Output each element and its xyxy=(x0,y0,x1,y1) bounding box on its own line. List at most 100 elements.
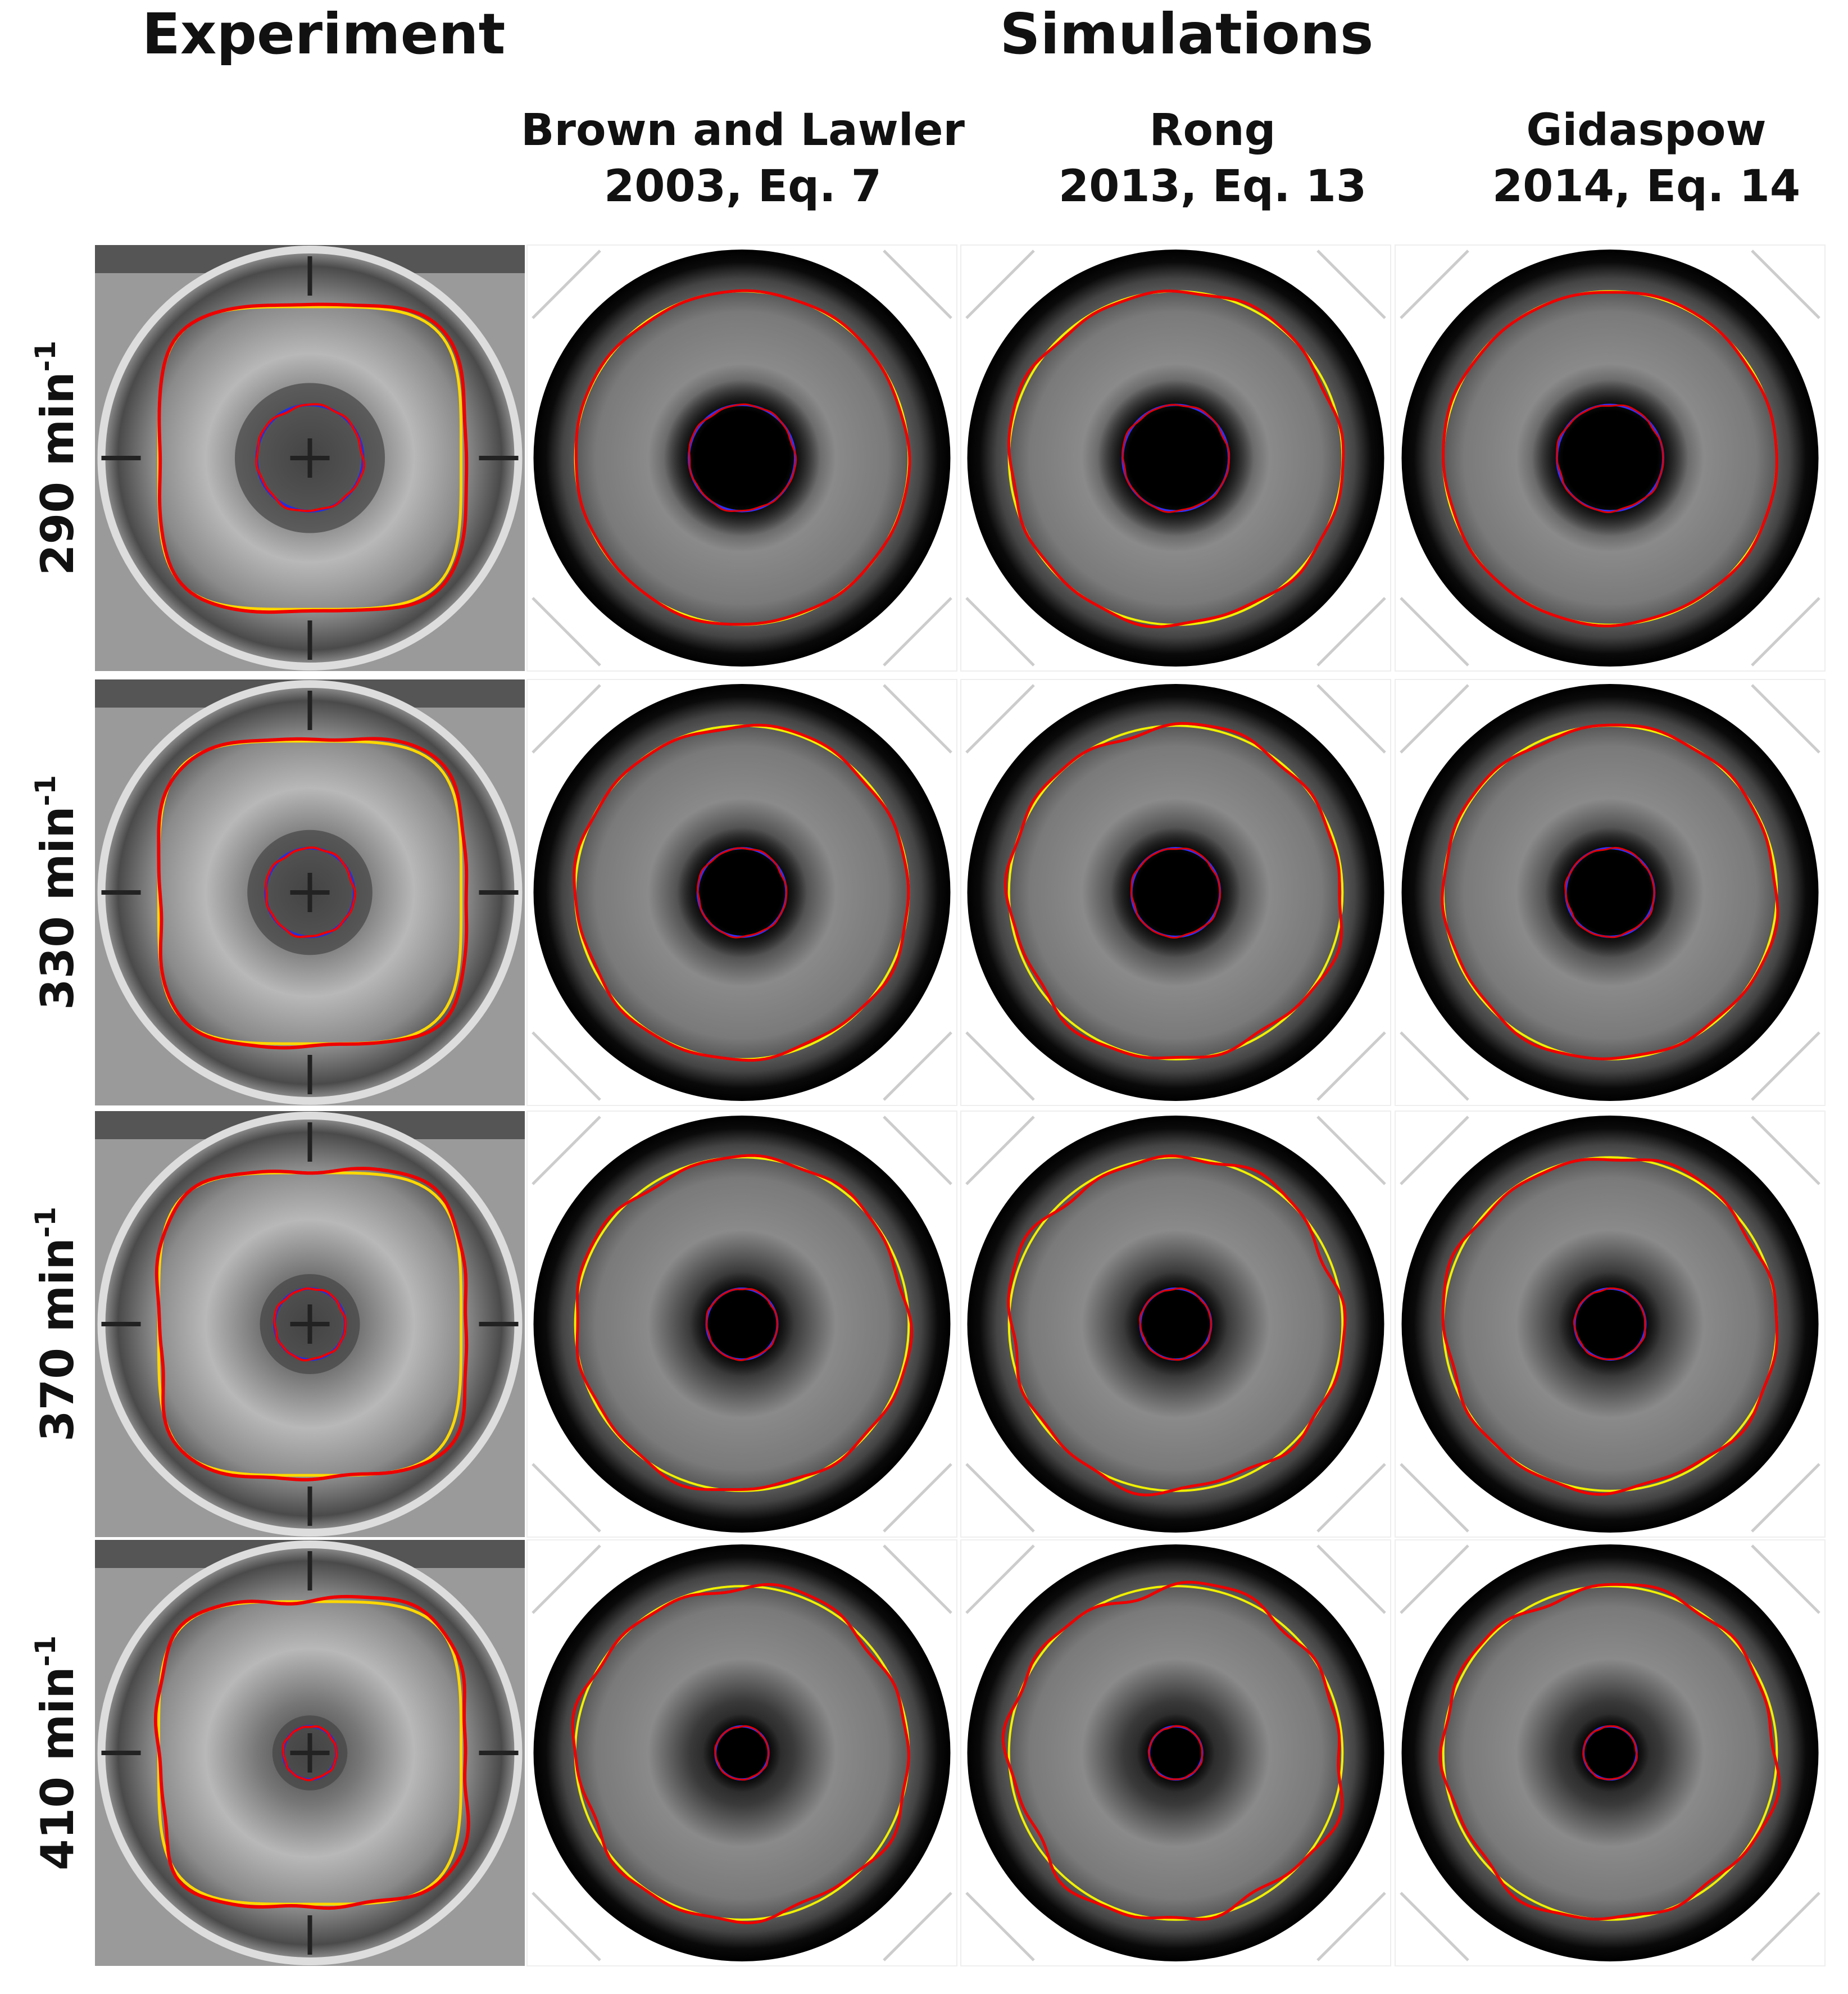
image-panel xyxy=(1395,1111,1826,1538)
red-contour xyxy=(1004,722,1343,1060)
row-label-superscript: -1 xyxy=(29,1207,62,1238)
corner-line xyxy=(965,1544,1035,1614)
red-contour xyxy=(153,1594,470,1910)
red-contour xyxy=(1441,723,1779,1061)
corner-line xyxy=(532,1892,601,1961)
image-panel xyxy=(960,1111,1391,1538)
red-inner-contour xyxy=(714,1725,770,1781)
image-panel xyxy=(95,1111,525,1537)
corner-line xyxy=(1751,1463,1820,1533)
corner-line xyxy=(1751,1892,1820,1961)
vessel-core xyxy=(1532,379,1688,537)
column-heading-line1: Rong xyxy=(1149,105,1275,156)
red-contour xyxy=(1007,1154,1347,1497)
corner-line xyxy=(1316,1463,1386,1533)
red-contour xyxy=(574,289,911,626)
red-contour xyxy=(157,737,469,1050)
corner-line xyxy=(883,1892,952,1961)
vessel-core xyxy=(1110,827,1241,958)
corner-line xyxy=(532,684,601,754)
corner-line xyxy=(883,1463,952,1533)
corner-line xyxy=(883,250,952,319)
red-inner-contour xyxy=(705,1288,779,1361)
corner-line xyxy=(1400,684,1469,754)
corner-line xyxy=(1400,597,1469,667)
vessel-core xyxy=(1558,1272,1663,1376)
row-label: 290 min-1 xyxy=(29,341,84,575)
corner-line xyxy=(965,1463,1035,1533)
corner-line xyxy=(1751,1031,1820,1101)
corner-line xyxy=(1400,1892,1469,1961)
corner-line xyxy=(883,1116,952,1185)
red-contour xyxy=(571,1583,910,1925)
corner-line xyxy=(1316,1116,1386,1185)
row-label-text: 410 min xyxy=(31,1666,84,1870)
red-inner-contour xyxy=(1556,404,1664,514)
corner-line xyxy=(1400,1463,1469,1533)
corner-line xyxy=(532,597,601,667)
column-heading-line1: Gidaspow xyxy=(1526,105,1766,156)
corner-line xyxy=(532,1544,601,1614)
red-contour xyxy=(575,1154,914,1491)
red-contour xyxy=(157,302,469,614)
red-inner-contour xyxy=(1573,1287,1646,1361)
corner-line xyxy=(965,1116,1035,1185)
row-label-superscript: -1 xyxy=(29,341,62,372)
corner-line xyxy=(965,1031,1035,1101)
row-label: 410 min-1 xyxy=(29,1635,84,1870)
simulations-heading: Simulations xyxy=(1000,1,1374,67)
image-panel xyxy=(960,679,1391,1106)
red-contour xyxy=(573,723,910,1062)
image-panel xyxy=(1395,244,1826,672)
column-heading-line2: 2013, Eq. 13 xyxy=(1059,161,1366,212)
corner-line xyxy=(1751,1116,1820,1185)
column-heading-line1: Brown and Lawler xyxy=(521,105,965,156)
corner-line xyxy=(1316,1544,1386,1614)
image-panel xyxy=(526,679,957,1106)
corner-line xyxy=(883,1031,952,1101)
red-inner-contour xyxy=(255,403,366,513)
yellow-contour xyxy=(1442,1585,1778,1921)
image-panel xyxy=(526,1111,957,1538)
image-panel xyxy=(960,244,1391,672)
red-inner-contour xyxy=(1121,404,1231,513)
corner-line xyxy=(532,1463,601,1533)
red-contour xyxy=(155,1167,469,1481)
corner-line xyxy=(1400,250,1469,319)
yellow-contour xyxy=(1007,724,1344,1061)
corner-line xyxy=(1751,250,1820,319)
corner-line xyxy=(1400,1544,1469,1614)
corner-line xyxy=(883,684,952,754)
column-heading-line2: 2014, Eq. 14 xyxy=(1492,161,1800,212)
red-inner-contour xyxy=(697,847,788,939)
red-inner-contour xyxy=(1582,1725,1638,1780)
red-inner-contour xyxy=(1139,1287,1212,1361)
row-label-text: 290 min xyxy=(31,371,84,575)
column-heading-line2: 2003, Eq. 7 xyxy=(604,161,882,212)
image-panel xyxy=(526,1539,957,1966)
red-inner-contour xyxy=(688,403,797,512)
corner-line xyxy=(1316,684,1386,754)
red-inner-contour xyxy=(1130,848,1221,939)
image-panel xyxy=(95,245,525,671)
red-contour xyxy=(1001,1580,1344,1921)
corner-line xyxy=(965,597,1035,667)
row-label-superscript: -1 xyxy=(29,775,62,806)
row-label: 370 min-1 xyxy=(29,1207,84,1442)
row-label-superscript: -1 xyxy=(29,1635,62,1667)
red-inner-contour xyxy=(265,846,357,939)
image-panel xyxy=(960,1539,1391,1966)
vessel-core xyxy=(1097,379,1254,537)
red-contour xyxy=(1007,289,1345,628)
image-panel xyxy=(1395,1539,1826,1966)
vessel-core xyxy=(1545,827,1676,958)
image-panel xyxy=(526,244,957,672)
corner-line xyxy=(532,250,601,319)
yellow-contour xyxy=(1007,1585,1344,1921)
row-label-text: 330 min xyxy=(31,806,84,1010)
vessel-core xyxy=(689,1272,794,1376)
image-panel xyxy=(95,1540,525,1966)
vessel-core xyxy=(664,379,820,537)
row-label-text: 370 min xyxy=(31,1238,84,1442)
